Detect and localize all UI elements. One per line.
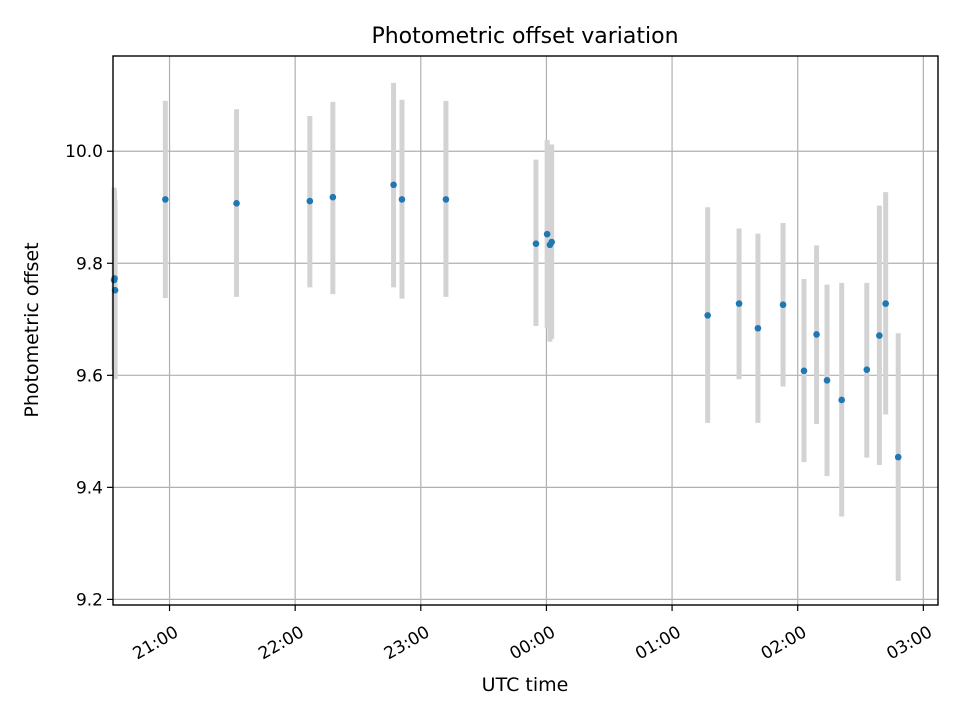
y-axis-ticks: 9.2 9.4 9.6 9.8 10.0 [65, 142, 113, 610]
data-point [863, 366, 871, 374]
x-axis-label: UTC time [482, 674, 569, 696]
data-point [329, 193, 337, 201]
plot-frame [112, 55, 939, 606]
y-tick-label: 9.6 [76, 366, 103, 386]
data-point [233, 200, 240, 207]
data-point [704, 312, 711, 319]
data-point [398, 196, 406, 203]
data-point [800, 367, 808, 375]
data-point [894, 453, 902, 461]
data-point [779, 301, 787, 309]
chart-title: Photometric offset variation [371, 24, 678, 49]
y-axis-label: Photometric offset [21, 242, 43, 417]
data-point [543, 230, 551, 238]
data-point [548, 238, 555, 246]
data-point [754, 324, 762, 332]
y-tick-label: 9.4 [76, 478, 103, 498]
data-point [882, 300, 889, 307]
data-point [442, 196, 450, 203]
data-point [838, 396, 845, 404]
data-point [390, 181, 397, 189]
data-point [876, 332, 883, 339]
y-tick-label: 10.0 [65, 142, 103, 162]
data-point [813, 331, 820, 338]
grid [113, 56, 938, 605]
data-point [735, 300, 743, 307]
data-point [823, 377, 831, 384]
data-point [111, 275, 118, 282]
y-tick-label: 9.2 [76, 590, 103, 610]
data-point [532, 240, 540, 247]
data-point [306, 197, 314, 205]
data-point [162, 196, 169, 203]
y-tick-label: 9.8 [76, 254, 103, 274]
